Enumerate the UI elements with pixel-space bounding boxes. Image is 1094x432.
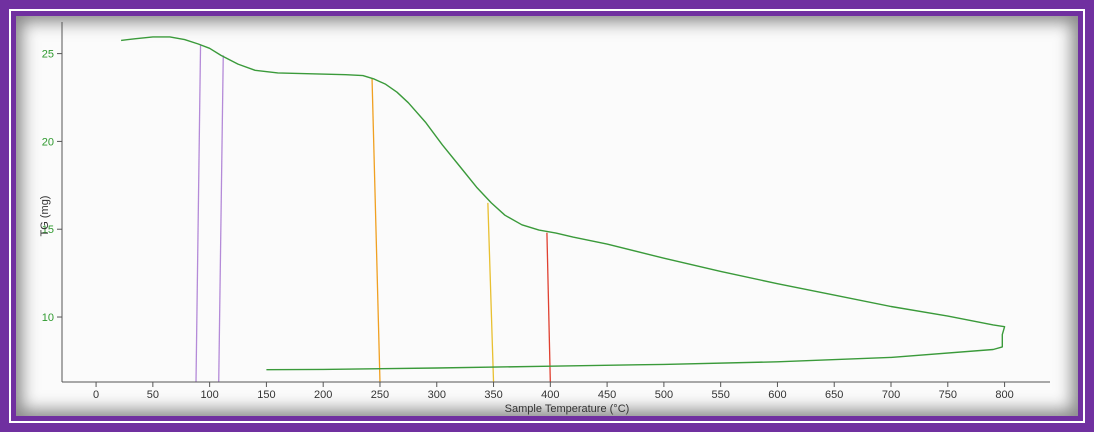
x-axis-title: Sample Temperature (°C) <box>505 403 630 415</box>
x-tick-label: 600 <box>768 389 786 401</box>
temperature-marker-line <box>371 78 381 383</box>
temperature-marker-line <box>487 202 495 383</box>
y-tick-label: 10 <box>42 312 54 324</box>
x-tick-label: 800 <box>995 389 1013 401</box>
y-tick-label: 20 <box>42 136 54 148</box>
temperature-marker-line <box>195 44 202 383</box>
x-tick-label: 300 <box>428 389 446 401</box>
y-tick-label: 25 <box>42 49 54 61</box>
x-tick-label: 150 <box>257 389 275 401</box>
x-tick-label: 200 <box>314 389 332 401</box>
x-tick-label: 400 <box>541 389 559 401</box>
temperature-marker-line <box>546 232 551 383</box>
y-axis-title: TG (mg) <box>39 196 51 237</box>
x-tick-label: 450 <box>598 389 616 401</box>
x-tick-label: 0 <box>93 389 99 401</box>
chart-panel <box>16 16 1078 416</box>
y-tick-label: 15 <box>42 224 54 236</box>
x-tick-label: 350 <box>484 389 502 401</box>
x-tick-label: 750 <box>939 389 957 401</box>
x-tick-label: 50 <box>147 389 159 401</box>
x-tick-label: 550 <box>711 389 729 401</box>
temperature-marker-line <box>218 55 224 383</box>
x-tick-label: 100 <box>200 389 218 401</box>
x-tick-label: 500 <box>655 389 673 401</box>
x-tick-label: 650 <box>825 389 843 401</box>
x-tick-label: 250 <box>371 389 389 401</box>
tg-curve-line <box>121 36 1006 371</box>
x-tick-label: 700 <box>882 389 900 401</box>
